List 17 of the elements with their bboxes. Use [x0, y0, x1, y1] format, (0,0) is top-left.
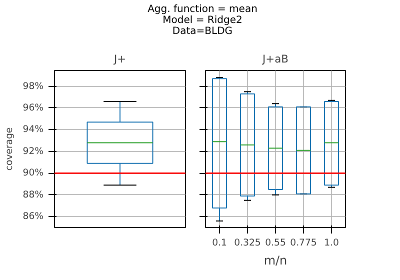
x-tick-label: 0.775 [290, 238, 317, 248]
y-tick-label: 96% [22, 102, 44, 114]
y-tick-label: 88% [22, 189, 44, 200]
text: Agg. function = mean Model = Ridge2 Data=BLDG [148, 4, 258, 37]
x-tick-label: 0.1 [212, 238, 227, 248]
x-tick-label: 0.325 [234, 238, 261, 248]
y-tick-label: 90% [22, 168, 44, 179]
y-axis-title: coverage [4, 127, 15, 171]
x-tick-label: 0.55 [265, 238, 286, 248]
x-tick-label: 1.0 [324, 238, 339, 248]
chart-title: J+ [112, 52, 126, 66]
y-tick-label: 86% [22, 211, 44, 222]
y-tick-label: 94% [22, 124, 44, 136]
chart-title: J+aB [262, 52, 288, 66]
x-axis-title: m/n [264, 254, 288, 268]
y-tick-label: 98% [22, 80, 44, 92]
y-tick-label: 92% [22, 146, 44, 157]
